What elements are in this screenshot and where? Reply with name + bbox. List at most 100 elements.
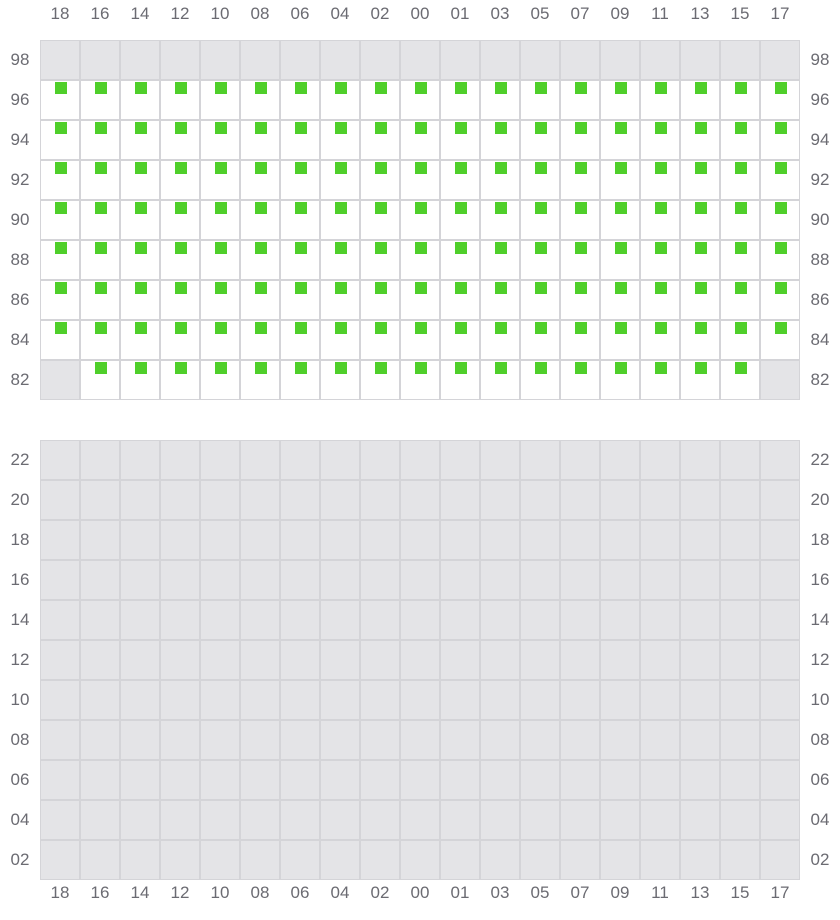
seat-available[interactable] (120, 200, 160, 240)
seat-available[interactable] (640, 160, 680, 200)
seat-available[interactable] (760, 240, 800, 280)
seat-available[interactable] (320, 360, 360, 400)
seat-available[interactable] (320, 80, 360, 120)
seat-available[interactable] (240, 360, 280, 400)
seat-available[interactable] (600, 240, 640, 280)
seat-available[interactable] (440, 80, 480, 120)
seat-available[interactable] (80, 160, 120, 200)
seat-available[interactable] (400, 200, 440, 240)
seat-available[interactable] (600, 200, 640, 240)
seat-available[interactable] (200, 120, 240, 160)
seat-available[interactable] (200, 160, 240, 200)
seat-available[interactable] (680, 240, 720, 280)
seat-available[interactable] (560, 80, 600, 120)
seat-available[interactable] (560, 120, 600, 160)
seat-available[interactable] (160, 280, 200, 320)
seat-available[interactable] (600, 120, 640, 160)
seat-available[interactable] (560, 240, 600, 280)
seat-available[interactable] (720, 200, 760, 240)
seat-available[interactable] (120, 120, 160, 160)
seat-available[interactable] (400, 320, 440, 360)
seat-available[interactable] (720, 80, 760, 120)
seat-available[interactable] (760, 160, 800, 200)
seat-available[interactable] (440, 280, 480, 320)
seat-available[interactable] (160, 120, 200, 160)
seat-available[interactable] (440, 120, 480, 160)
seat-available[interactable] (240, 80, 280, 120)
seat-available[interactable] (240, 200, 280, 240)
seat-available[interactable] (640, 240, 680, 280)
seat-available[interactable] (200, 80, 240, 120)
seat-available[interactable] (280, 360, 320, 400)
seat-available[interactable] (560, 160, 600, 200)
seat-available[interactable] (160, 160, 200, 200)
seat-available[interactable] (520, 200, 560, 240)
seat-available[interactable] (360, 120, 400, 160)
seat-available[interactable] (680, 80, 720, 120)
seat-available[interactable] (440, 200, 480, 240)
seat-available[interactable] (640, 120, 680, 160)
seat-available[interactable] (480, 320, 520, 360)
seat-available[interactable] (560, 200, 600, 240)
seat-available[interactable] (480, 80, 520, 120)
seat-available[interactable] (280, 80, 320, 120)
seat-available[interactable] (240, 320, 280, 360)
seat-available[interactable] (760, 80, 800, 120)
seat-available[interactable] (520, 360, 560, 400)
seat-available[interactable] (80, 240, 120, 280)
seat-available[interactable] (480, 120, 520, 160)
seat-available[interactable] (160, 240, 200, 280)
seat-available[interactable] (480, 200, 520, 240)
seat-available[interactable] (680, 160, 720, 200)
seat-available[interactable] (520, 120, 560, 160)
seat-available[interactable] (280, 160, 320, 200)
seat-available[interactable] (40, 280, 80, 320)
seat-available[interactable] (720, 160, 760, 200)
seat-available[interactable] (480, 240, 520, 280)
seat-available[interactable] (120, 360, 160, 400)
seat-available[interactable] (160, 80, 200, 120)
seat-available[interactable] (320, 240, 360, 280)
seat-available[interactable] (360, 160, 400, 200)
seat-available[interactable] (600, 320, 640, 360)
seat-available[interactable] (280, 240, 320, 280)
seat-available[interactable] (120, 160, 160, 200)
seat-available[interactable] (640, 80, 680, 120)
seat-available[interactable] (520, 280, 560, 320)
seat-available[interactable] (160, 320, 200, 360)
seat-available[interactable] (200, 360, 240, 400)
seat-available[interactable] (480, 280, 520, 320)
seat-available[interactable] (80, 280, 120, 320)
seat-available[interactable] (40, 120, 80, 160)
seat-available[interactable] (760, 120, 800, 160)
seat-available[interactable] (680, 320, 720, 360)
seat-available[interactable] (400, 80, 440, 120)
seat-available[interactable] (400, 120, 440, 160)
seat-available[interactable] (240, 160, 280, 200)
seat-available[interactable] (40, 200, 80, 240)
seat-available[interactable] (160, 200, 200, 240)
seat-available[interactable] (200, 320, 240, 360)
seat-available[interactable] (520, 240, 560, 280)
seat-available[interactable] (120, 320, 160, 360)
seat-available[interactable] (760, 200, 800, 240)
seat-available[interactable] (560, 320, 600, 360)
seat-available[interactable] (320, 280, 360, 320)
seat-available[interactable] (240, 240, 280, 280)
seat-available[interactable] (400, 360, 440, 400)
seat-available[interactable] (360, 360, 400, 400)
seat-available[interactable] (440, 320, 480, 360)
seat-available[interactable] (640, 200, 680, 240)
seat-available[interactable] (600, 280, 640, 320)
seat-available[interactable] (400, 240, 440, 280)
seat-available[interactable] (200, 200, 240, 240)
seat-available[interactable] (480, 160, 520, 200)
seat-available[interactable] (680, 120, 720, 160)
seat-available[interactable] (600, 80, 640, 120)
seat-available[interactable] (80, 320, 120, 360)
seat-available[interactable] (520, 80, 560, 120)
seat-available[interactable] (80, 80, 120, 120)
seat-available[interactable] (480, 360, 520, 400)
seat-available[interactable] (680, 280, 720, 320)
seat-available[interactable] (40, 80, 80, 120)
